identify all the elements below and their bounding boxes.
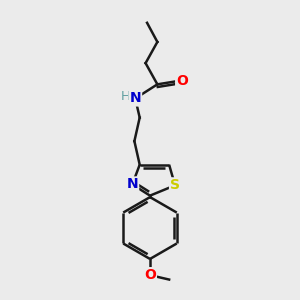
Text: O: O (144, 268, 156, 282)
Text: N: N (127, 177, 138, 191)
Text: H: H (121, 91, 130, 103)
Text: N: N (130, 92, 141, 106)
Text: O: O (176, 74, 188, 88)
Text: S: S (170, 178, 180, 192)
